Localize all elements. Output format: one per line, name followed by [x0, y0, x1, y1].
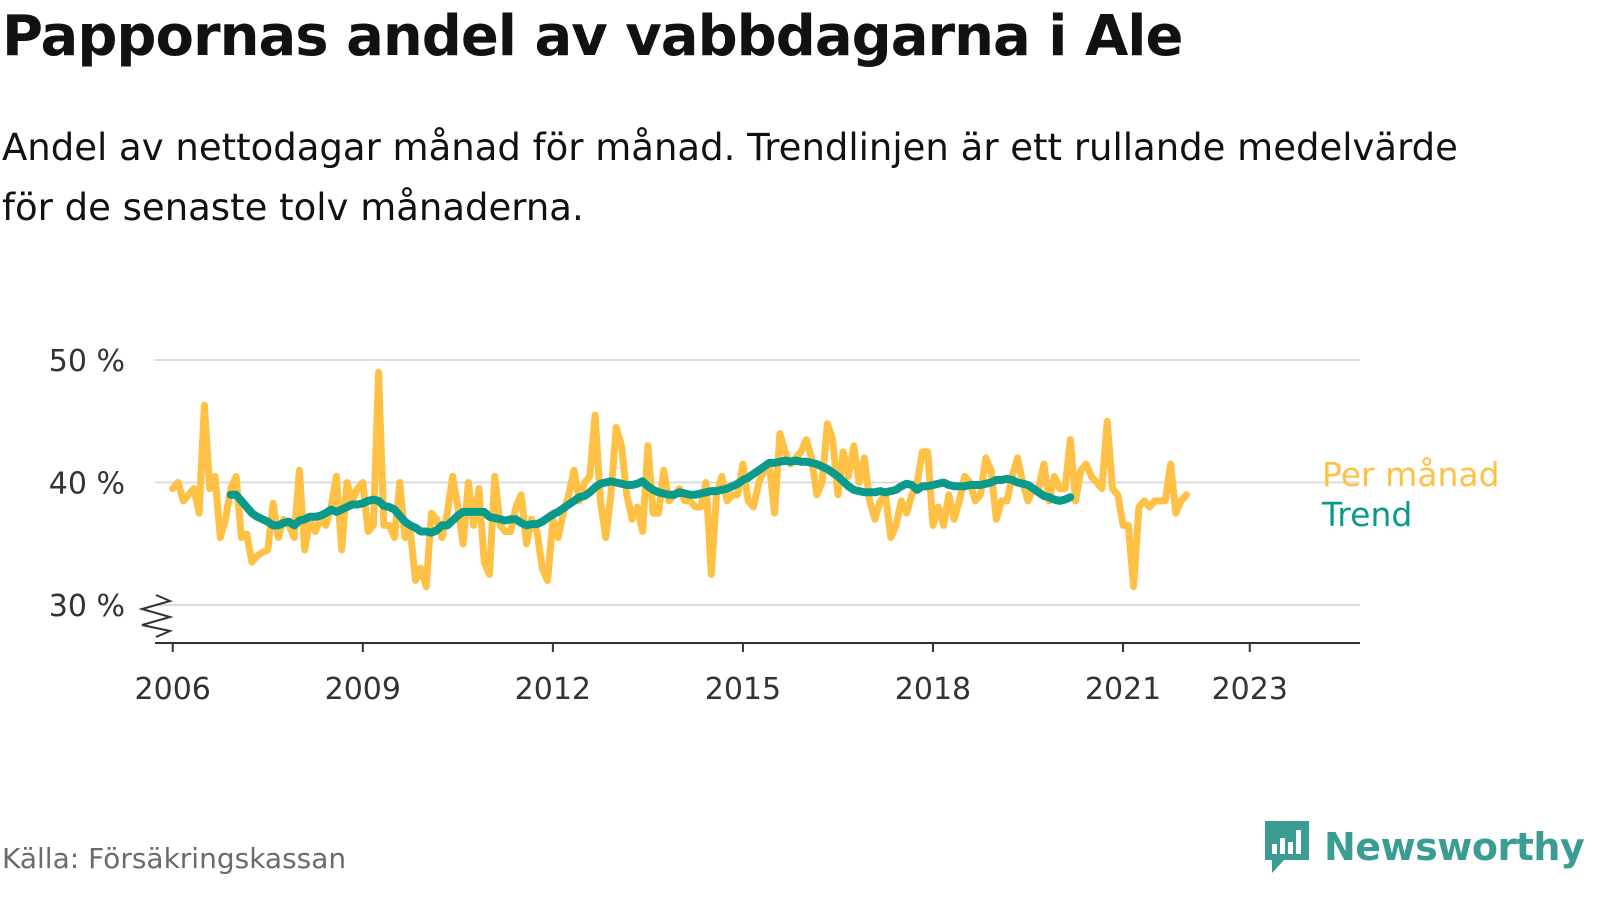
legend-label-trend: Trend: [1321, 495, 1412, 534]
line-chart: 30 % 40 % 50 % 2006 2009 2012 2015 2018 2021 202…: [49, 344, 1500, 707]
x-tick-label: 2018: [895, 672, 971, 707]
y-tick-label: 50 %: [49, 344, 125, 379]
source-note: Källa: Försäkringskassan: [2, 842, 347, 875]
x-tick-label: 2009: [325, 672, 401, 707]
brand-logo[interactable]: Newsworthy: [1262, 818, 1585, 876]
series-line-trend: [226, 456, 1075, 537]
x-tick-label: 2023: [1212, 672, 1288, 707]
y-axis-labels: 30 % 40 % 50 %: [49, 344, 125, 624]
axis-break-icon: [138, 594, 174, 638]
y-tick-label: 30 %: [49, 589, 125, 624]
chart-subtitle: Andel av nettodagar månad för månad. Tre…: [2, 126, 1458, 229]
series-line-per-manad: [169, 368, 1190, 591]
x-tick-label: 2012: [515, 672, 591, 707]
brand-name: Newsworthy: [1324, 825, 1585, 869]
x-tick-label: 2006: [135, 672, 211, 707]
x-tick-label: 2015: [705, 672, 781, 707]
newsworthy-logo-icon: [1265, 821, 1309, 873]
legend-label-per-manad: Per månad: [1322, 455, 1500, 494]
chart-title: Pappornas andel av vabbdagarna i Ale: [2, 4, 1183, 69]
series-lines: [169, 368, 1190, 591]
y-tick-label: 40 %: [49, 467, 125, 502]
x-axis-labels: 2006 2009 2012 2015 2018 2021 2023: [135, 672, 1288, 707]
x-axis: [138, 594, 1360, 652]
x-tick-label: 2021: [1085, 672, 1161, 707]
